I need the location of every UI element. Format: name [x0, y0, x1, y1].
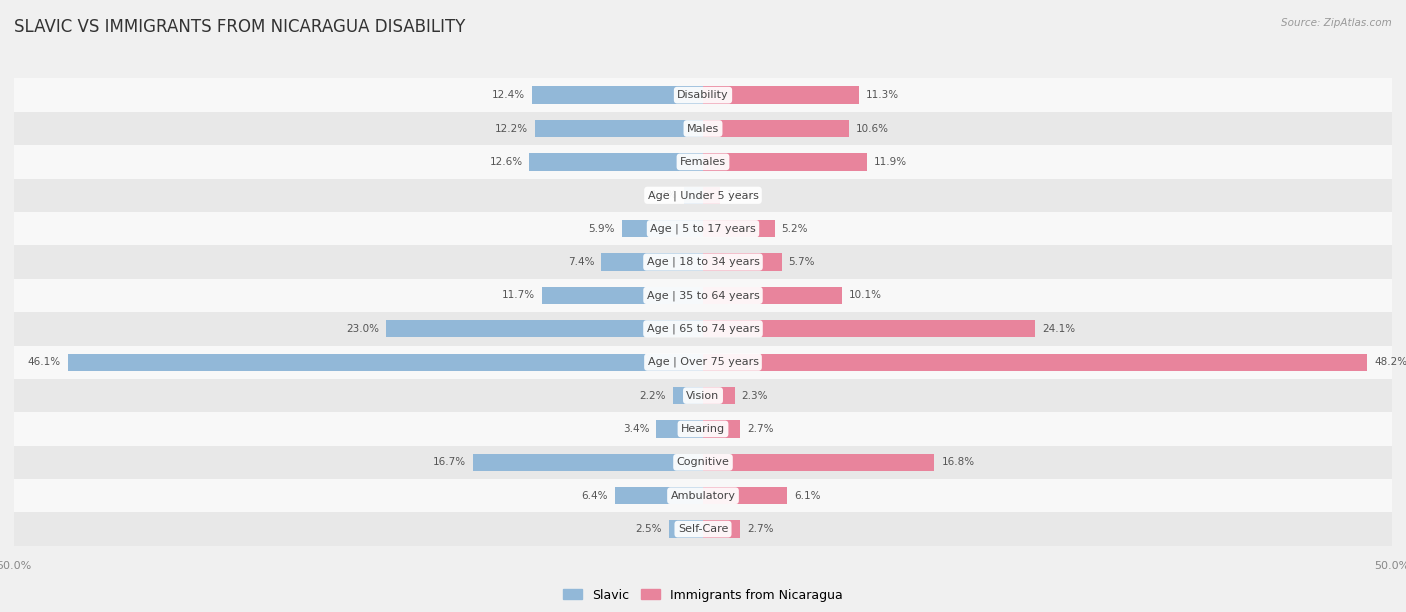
- Text: 12.4%: 12.4%: [492, 90, 526, 100]
- Text: 16.8%: 16.8%: [942, 457, 974, 468]
- Bar: [67, 354, 703, 371]
- Text: 16.7%: 16.7%: [433, 457, 465, 468]
- Bar: [683, 187, 703, 204]
- Bar: [669, 520, 703, 538]
- Bar: [14, 312, 1392, 346]
- Bar: [14, 379, 1392, 412]
- Text: 5.9%: 5.9%: [588, 223, 614, 234]
- Text: 2.2%: 2.2%: [640, 390, 666, 401]
- Bar: [703, 153, 868, 171]
- Bar: [14, 278, 1392, 312]
- Text: 10.1%: 10.1%: [849, 291, 882, 300]
- Bar: [14, 346, 1392, 379]
- Bar: [600, 253, 703, 271]
- Bar: [14, 446, 1392, 479]
- Bar: [703, 453, 935, 471]
- Bar: [703, 420, 740, 438]
- Text: Vision: Vision: [686, 390, 720, 401]
- Text: Males: Males: [688, 124, 718, 133]
- Text: 5.2%: 5.2%: [782, 223, 808, 234]
- Bar: [14, 145, 1392, 179]
- Text: SLAVIC VS IMMIGRANTS FROM NICARAGUA DISABILITY: SLAVIC VS IMMIGRANTS FROM NICARAGUA DISA…: [14, 18, 465, 36]
- Bar: [14, 512, 1392, 546]
- Text: 11.9%: 11.9%: [875, 157, 907, 167]
- Bar: [703, 120, 849, 137]
- Bar: [14, 179, 1392, 212]
- Bar: [621, 220, 703, 237]
- Bar: [14, 245, 1392, 278]
- Text: 24.1%: 24.1%: [1042, 324, 1076, 334]
- Text: Age | 65 to 74 years: Age | 65 to 74 years: [647, 324, 759, 334]
- Bar: [703, 520, 740, 538]
- Text: Hearing: Hearing: [681, 424, 725, 434]
- Text: Age | 18 to 34 years: Age | 18 to 34 years: [647, 257, 759, 267]
- Bar: [387, 320, 703, 337]
- Text: 11.7%: 11.7%: [502, 291, 534, 300]
- Text: Age | 35 to 64 years: Age | 35 to 64 years: [647, 290, 759, 300]
- Text: 7.4%: 7.4%: [568, 257, 595, 267]
- Bar: [541, 287, 703, 304]
- Text: 2.3%: 2.3%: [741, 390, 768, 401]
- Text: Source: ZipAtlas.com: Source: ZipAtlas.com: [1281, 18, 1392, 28]
- Bar: [472, 453, 703, 471]
- Bar: [703, 187, 720, 204]
- Bar: [672, 387, 703, 405]
- Text: 2.7%: 2.7%: [747, 424, 773, 434]
- Bar: [703, 320, 1035, 337]
- Text: 23.0%: 23.0%: [346, 324, 380, 334]
- Bar: [14, 212, 1392, 245]
- Bar: [14, 412, 1392, 446]
- Text: Age | Under 5 years: Age | Under 5 years: [648, 190, 758, 201]
- Text: 48.2%: 48.2%: [1374, 357, 1406, 367]
- Bar: [14, 112, 1392, 145]
- Bar: [703, 487, 787, 504]
- Bar: [703, 220, 775, 237]
- Text: 11.3%: 11.3%: [866, 90, 898, 100]
- Bar: [531, 86, 703, 104]
- Text: Age | 5 to 17 years: Age | 5 to 17 years: [650, 223, 756, 234]
- Text: 6.1%: 6.1%: [794, 491, 821, 501]
- Text: Disability: Disability: [678, 90, 728, 100]
- Bar: [703, 253, 782, 271]
- Bar: [614, 487, 703, 504]
- Bar: [534, 120, 703, 137]
- Text: 2.5%: 2.5%: [636, 524, 662, 534]
- Text: 46.1%: 46.1%: [28, 357, 60, 367]
- Text: 6.4%: 6.4%: [582, 491, 607, 501]
- Text: 1.4%: 1.4%: [651, 190, 676, 200]
- Bar: [703, 287, 842, 304]
- Text: 2.7%: 2.7%: [747, 524, 773, 534]
- Text: Age | Over 75 years: Age | Over 75 years: [648, 357, 758, 367]
- Bar: [657, 420, 703, 438]
- Text: 12.6%: 12.6%: [489, 157, 523, 167]
- Text: Ambulatory: Ambulatory: [671, 491, 735, 501]
- Text: 5.7%: 5.7%: [789, 257, 815, 267]
- Text: Cognitive: Cognitive: [676, 457, 730, 468]
- Bar: [703, 86, 859, 104]
- Text: 1.2%: 1.2%: [727, 190, 754, 200]
- Bar: [14, 78, 1392, 112]
- Text: 3.4%: 3.4%: [623, 424, 650, 434]
- Text: Females: Females: [681, 157, 725, 167]
- Text: Self-Care: Self-Care: [678, 524, 728, 534]
- Text: 10.6%: 10.6%: [856, 124, 889, 133]
- Bar: [530, 153, 703, 171]
- Bar: [703, 387, 735, 405]
- Bar: [14, 479, 1392, 512]
- Legend: Slavic, Immigrants from Nicaragua: Slavic, Immigrants from Nicaragua: [558, 584, 848, 606]
- Text: 12.2%: 12.2%: [495, 124, 529, 133]
- Bar: [703, 354, 1367, 371]
